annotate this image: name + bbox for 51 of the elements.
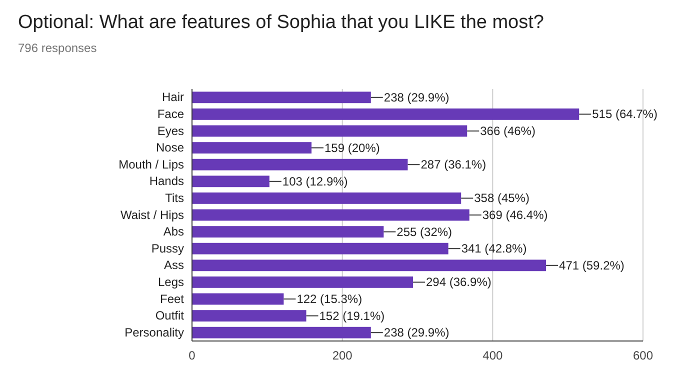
y-tick-label: Feet [160,292,185,306]
data-label: 366 (46%) [480,124,536,138]
data-label: 152 (19.1%) [319,308,385,323]
y-tick-label: Abs [163,224,184,239]
y-tick-label: Mouth / Lips [118,157,184,172]
data-label: 255 (32%) [396,224,452,239]
bar [192,158,408,170]
y-tick-label: Legs [158,275,184,290]
data-label: 159 (20%) [324,140,380,155]
data-label: 515 (64.7%) [592,107,658,122]
text: 796 responses [18,41,97,55]
bar [192,293,284,305]
bar [192,192,462,204]
data-label: 369 (46.4%) [482,208,548,222]
data-label: 294 (36.9%) [426,275,492,290]
chart-title: Optional: What are features of Sophia that you LIKE the most? [18,12,544,33]
y-tick-label: Ass [164,258,184,272]
bar [192,92,371,104]
y-tick-label: Nose [156,140,184,155]
bar [192,176,270,188]
data-label: 238 (29.9%) [384,90,450,104]
bar [192,142,312,154]
y-tick-label: Pussy [151,241,184,256]
data-label: 103 (12.9%) [282,174,348,188]
data-label: 341 (42.8%) [461,242,527,256]
y-tick-label: Personality [124,325,184,340]
y-tick-label: Outfit [155,308,185,323]
x-tick-label: 600 [632,348,654,363]
x-tick-label: 400 [482,348,503,363]
bar [192,310,306,322]
data-label: 471 (59.2%) [559,258,624,272]
data-label: 287 (36.1%) [420,158,486,172]
y-tick-label: Eyes [157,124,184,138]
bar [192,125,468,137]
bar [192,108,580,120]
y-tick-label: Face [157,107,184,122]
bar [192,226,384,238]
data-label: 358 (45%) [474,191,530,206]
bar [192,326,371,338]
data-label: 122 (15.3%) [296,292,362,306]
y-tick-label: Tits [165,191,184,206]
bar [192,260,546,272]
data-label: 238 (29.9%) [384,326,450,340]
bar [192,276,413,288]
x-tick-label: 200 [332,348,353,363]
y-tick-label: Hair [162,90,184,104]
y-tick-label: Waist / Hips [120,208,184,222]
y-tick-label: Hands [149,174,184,188]
bar [192,209,470,221]
x-tick-label: 0 [188,348,196,363]
bar [192,242,448,254]
